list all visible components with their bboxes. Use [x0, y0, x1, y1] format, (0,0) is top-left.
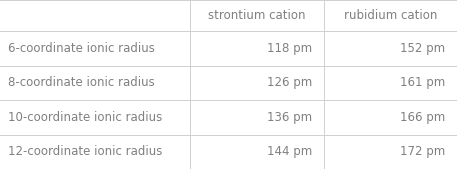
Text: strontium cation: strontium cation: [208, 9, 305, 22]
Text: 166 pm: 166 pm: [400, 111, 446, 124]
Text: 12-coordinate ionic radius: 12-coordinate ionic radius: [8, 145, 163, 158]
Text: 144 pm: 144 pm: [267, 145, 312, 158]
Text: 10-coordinate ionic radius: 10-coordinate ionic radius: [8, 111, 163, 124]
Text: 8-coordinate ionic radius: 8-coordinate ionic radius: [8, 76, 155, 89]
Text: rubidium cation: rubidium cation: [344, 9, 437, 22]
Text: 6-coordinate ionic radius: 6-coordinate ionic radius: [8, 42, 155, 55]
Text: 152 pm: 152 pm: [400, 42, 446, 55]
Text: 161 pm: 161 pm: [400, 76, 446, 89]
Text: 126 pm: 126 pm: [267, 76, 312, 89]
Text: 136 pm: 136 pm: [267, 111, 312, 124]
Text: 172 pm: 172 pm: [400, 145, 446, 158]
Text: 118 pm: 118 pm: [267, 42, 312, 55]
